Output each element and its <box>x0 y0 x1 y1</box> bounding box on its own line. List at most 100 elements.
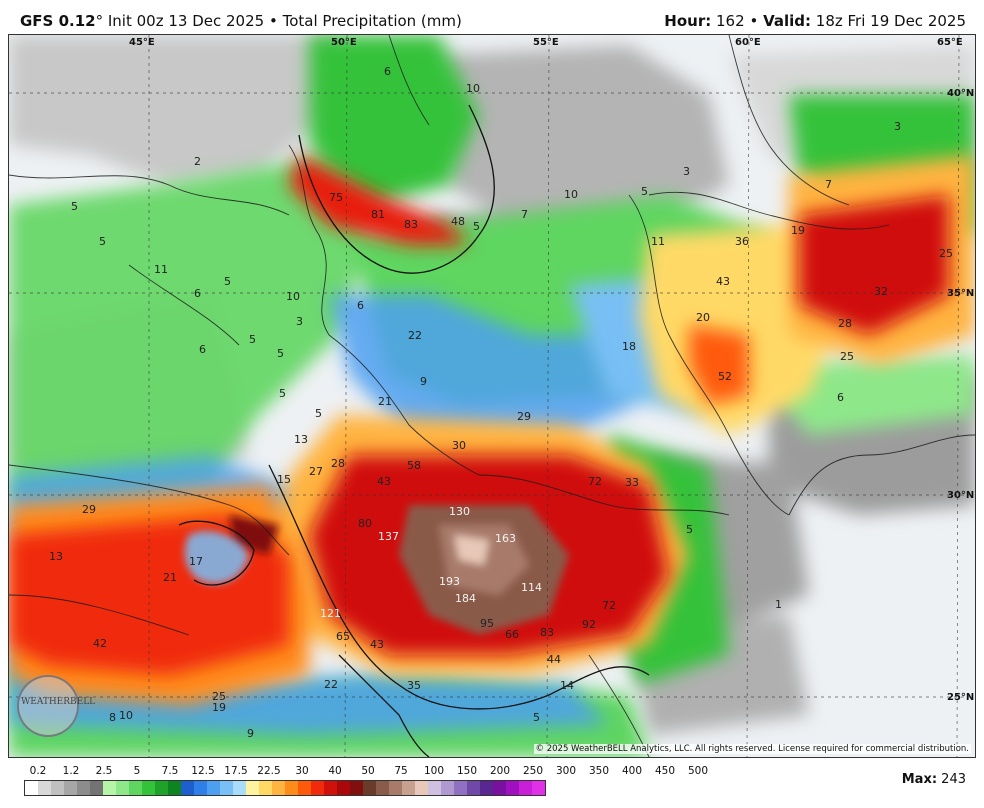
precip-value-label: 80 <box>358 517 372 530</box>
legend-swatch <box>194 781 207 795</box>
precip-value-label: 25 <box>939 247 953 260</box>
precip-value-label: 184 <box>455 592 476 605</box>
precip-value-label: 5 <box>533 711 540 724</box>
legend-tick-label: 75 <box>394 765 408 777</box>
precip-value-label: 9 <box>247 727 254 740</box>
legend-swatch <box>207 781 220 795</box>
map-canvas: 45°E 50°E 55°E 60°E 65°E 40°N 35°N 30°N … <box>9 35 975 757</box>
precip-value-label: 83 <box>540 626 554 639</box>
lon-label-55e: 55°E <box>533 37 559 48</box>
precip-value-label: 29 <box>82 503 96 516</box>
init-time: Init 00z 13 Dec 2025 <box>107 12 265 30</box>
precip-value-label: 6 <box>837 391 844 404</box>
precip-value-label: 5 <box>686 523 693 536</box>
precip-value-label: 10 <box>119 709 133 722</box>
legend-tick-label: 5 <box>133 765 141 777</box>
weatherbell-logo: WEATHERBELL <box>17 675 96 737</box>
legend-tick-label: 150 <box>456 765 478 777</box>
precip-value-label: 14 <box>560 679 574 692</box>
precip-value-label: 21 <box>163 571 177 584</box>
precip-value-label: 48 <box>451 215 465 228</box>
legend-swatch <box>337 781 350 795</box>
precip-value-label: 81 <box>371 208 385 221</box>
legend-tick-label: 1.2 <box>62 765 80 777</box>
title-bullet: • <box>268 12 278 30</box>
precip-value-label: 5 <box>473 220 480 233</box>
legend-swatch <box>103 781 116 795</box>
legend-swatch <box>38 781 51 795</box>
legend-tick-label: 200 <box>489 765 511 777</box>
lon-label-60e: 60°E <box>735 37 761 48</box>
legend-swatch <box>259 781 272 795</box>
legend-tick-label: 40 <box>328 765 342 777</box>
precip-value-label: 121 <box>320 607 341 620</box>
lat-label-40n: 40°N <box>947 88 974 99</box>
precip-value-label: 43 <box>377 475 391 488</box>
precip-value-label: 32 <box>874 285 888 298</box>
precip-value-label: 5 <box>224 275 231 288</box>
precip-value-label: 18 <box>622 340 636 353</box>
precip-value-label: 15 <box>277 473 291 486</box>
precip-value-label: 42 <box>93 637 107 650</box>
legend-swatch <box>246 781 259 795</box>
precip-value-label: 3 <box>894 120 901 133</box>
model-name: GFS 0.12 <box>20 12 96 30</box>
degree-symbol: ° <box>95 12 104 30</box>
precip-value-label: 36 <box>735 235 749 248</box>
legend-swatch <box>428 781 441 795</box>
precip-value-label: 163 <box>495 532 516 545</box>
precip-value-label: 130 <box>449 505 470 518</box>
legend-swatch <box>454 781 467 795</box>
legend-swatch <box>532 781 545 795</box>
precip-value-label: 30 <box>452 439 466 452</box>
precip-value-label: 25 <box>212 690 226 703</box>
lat-label-25n: 25°N <box>947 692 974 703</box>
precip-value-label: 52 <box>718 370 732 383</box>
lon-label-50e: 50°E <box>331 37 357 48</box>
valid-value: 18z Fri 19 Dec 2025 <box>815 12 966 30</box>
precip-value-label: 2 <box>194 155 201 168</box>
precip-value-label: 43 <box>716 275 730 288</box>
precip-value-label: 75 <box>329 191 343 204</box>
precip-value-label: 66 <box>505 628 519 641</box>
precip-value-label: 19 <box>791 224 805 237</box>
country-borders <box>9 35 975 757</box>
precip-value-label: 11 <box>651 235 665 248</box>
coastlines <box>178 104 650 757</box>
legend-tick-label: 0.2 <box>29 765 47 777</box>
copyright-notice: © 2025 WeatherBELL Analytics, LLC. All r… <box>533 744 971 754</box>
legend-swatch <box>480 781 493 795</box>
valid-label: Valid: <box>763 12 812 30</box>
legend-swatch <box>25 781 38 795</box>
precip-value-label: 5 <box>641 185 648 198</box>
legend-color-bar <box>24 780 546 796</box>
coordinate-labels: 45°E 50°E 55°E 60°E 65°E 40°N 35°N 30°N … <box>129 37 974 703</box>
legend-tick-label: 250 <box>522 765 544 777</box>
legend-swatch <box>441 781 454 795</box>
legend-tick-label: 450 <box>654 765 676 777</box>
legend-swatch <box>168 781 181 795</box>
valid-bullet: • <box>749 12 759 30</box>
precip-value-label: 1 <box>775 598 782 611</box>
precip-value-label: 19 <box>212 701 226 714</box>
forecast-time: Hour: 162 • Valid: 18z Fri 19 Dec 2025 <box>664 12 966 30</box>
legend-tick-label: 22.5 <box>257 765 281 777</box>
legend-swatch <box>142 781 155 795</box>
precip-value-label: 33 <box>625 476 639 489</box>
precip-value-label: 58 <box>407 459 421 472</box>
legend-swatch <box>402 781 415 795</box>
precip-value-label: 65 <box>336 630 350 643</box>
legend-swatch <box>155 781 168 795</box>
legend-tick-label: 500 <box>687 765 709 777</box>
legend-swatch <box>415 781 428 795</box>
legend-swatch <box>272 781 285 795</box>
precip-value-label: 3 <box>296 315 303 328</box>
legend-tick-label: 300 <box>555 765 577 777</box>
precip-value-label: 13 <box>294 433 308 446</box>
precipitation-map: 45°E 50°E 55°E 60°E 65°E 40°N 35°N 30°N … <box>8 34 976 758</box>
legend-tick-label: 30 <box>295 765 309 777</box>
legend-swatch <box>376 781 389 795</box>
logo-text: WEATHERBELL <box>21 697 96 707</box>
legend-swatch <box>363 781 376 795</box>
hour-value: 162 <box>716 12 745 30</box>
